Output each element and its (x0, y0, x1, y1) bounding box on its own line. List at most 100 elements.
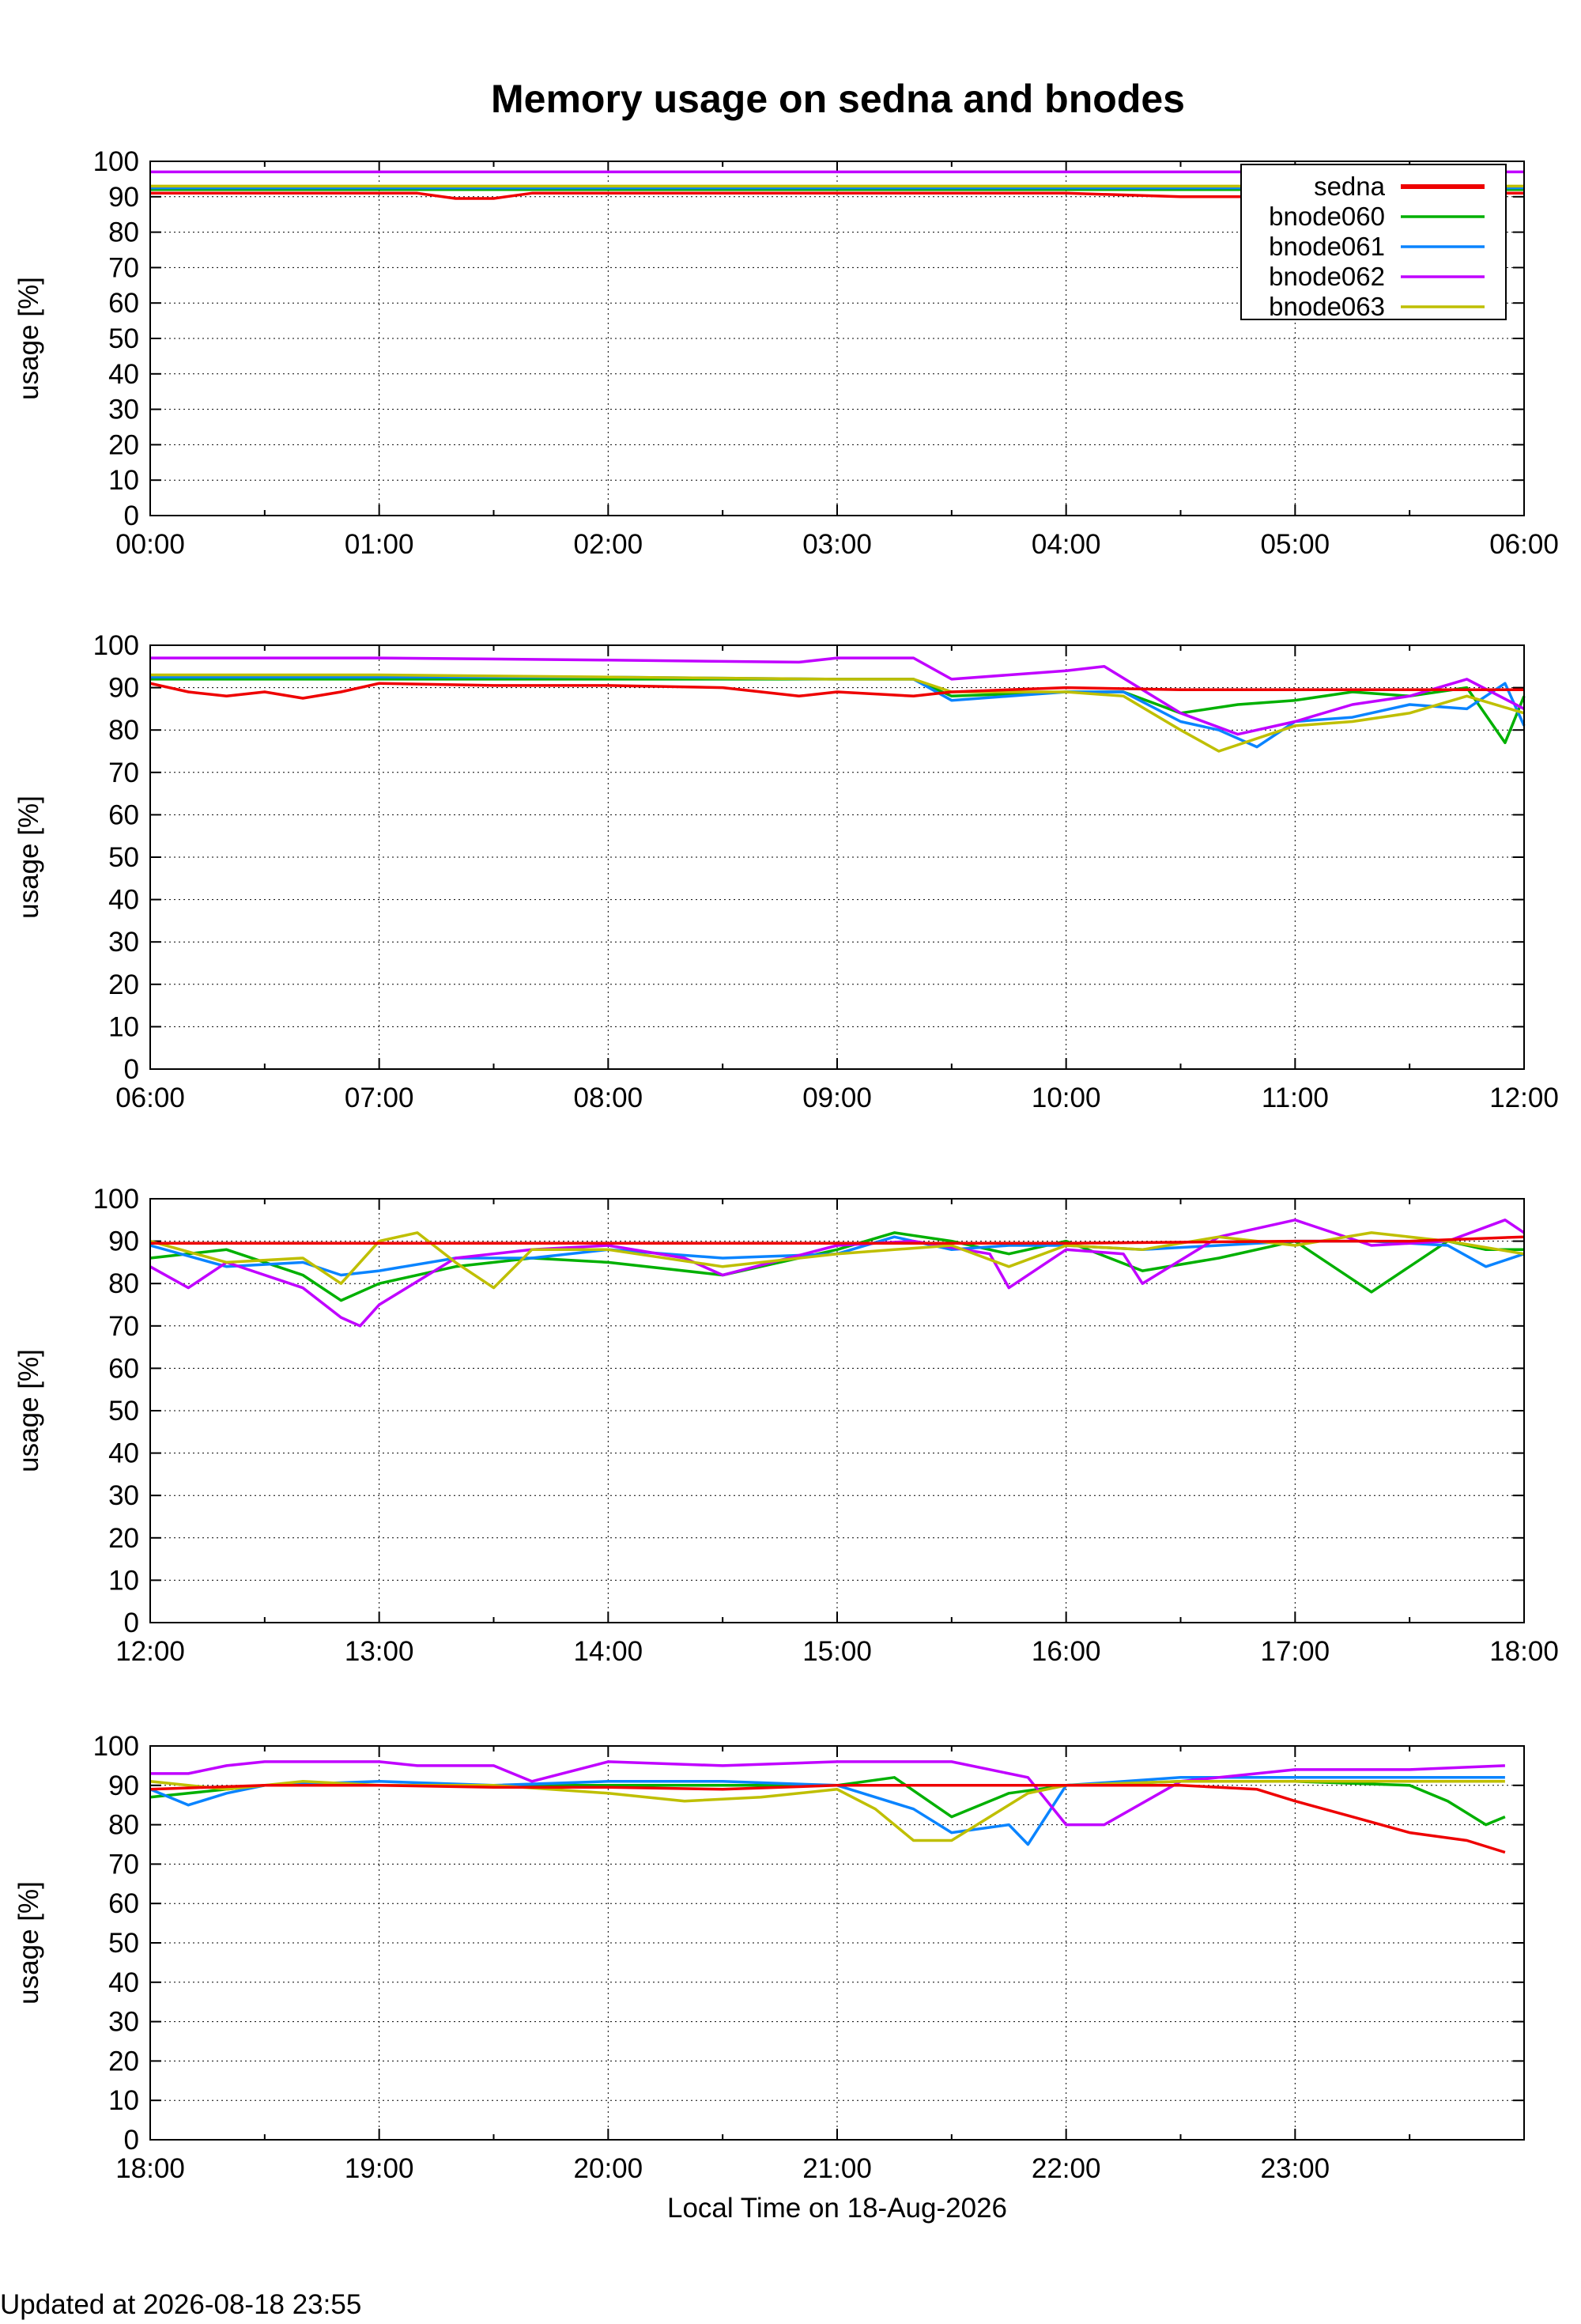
x-tick-label: 22:00 (1032, 2153, 1101, 2184)
y-tick-label: 20 (108, 429, 139, 460)
x-tick-label: 08:00 (574, 1083, 643, 1113)
y-tick-label: 0 (124, 1608, 139, 1638)
series-line-bnode063 (150, 673, 1525, 753)
x-tick-label: 23:00 (1261, 2153, 1330, 2184)
y-tick-label: 60 (108, 288, 139, 319)
series-line-sedna (149, 1784, 1506, 1854)
y-tick-label: 30 (108, 927, 139, 958)
x-tick-label: 12:00 (115, 1636, 185, 1667)
x-tick-label: 00:00 (115, 529, 185, 560)
y-tick-label: 60 (108, 1888, 139, 1919)
y-tick-label: 80 (108, 1268, 139, 1299)
legend-label-sedna: sedna (1314, 172, 1386, 201)
chart-title: Memory usage on sedna and bnodes (491, 77, 1185, 121)
y-tick-label: 70 (108, 1849, 139, 1880)
y-tick-label: 10 (108, 1565, 139, 1596)
y-tick-label: 30 (108, 395, 139, 425)
plot-frame (149, 1198, 1525, 1623)
y-tick-label: 40 (108, 359, 139, 390)
plot-frame (149, 1745, 1525, 2141)
y-tick-label: 50 (108, 323, 139, 354)
x-tick-label: 01:00 (345, 529, 414, 560)
y-tick-label: 70 (108, 758, 139, 788)
x-tick-label: 12:00 (1489, 1083, 1559, 1113)
legend-label-bnode063: bnode063 (1269, 292, 1385, 321)
y-tick-label: 50 (108, 842, 139, 873)
x-tick-label: 04:00 (1032, 529, 1101, 560)
x-tick-label: 11:00 (1262, 1083, 1329, 1113)
x-tick-label: 16:00 (1032, 1636, 1101, 1667)
y-tick-label: 10 (108, 1011, 139, 1042)
y-tick-label: 100 (93, 630, 139, 661)
x-tick-label: 17:00 (1261, 1636, 1330, 1667)
y-tick-label: 20 (108, 969, 139, 1000)
series-line-bnode060 (149, 1231, 1524, 1302)
x-tick-label: 02:00 (574, 529, 643, 560)
y-tick-label: 100 (93, 1184, 139, 1215)
y-tick-label: 70 (108, 1311, 139, 1342)
y-tick-label: 80 (108, 217, 139, 248)
y-tick-label: 30 (108, 2007, 139, 2038)
y-tick-label: 60 (108, 799, 139, 830)
y-tick-label: 0 (124, 1054, 139, 1085)
y-tick-label: 100 (93, 146, 139, 177)
series-line-bnode062 (150, 1760, 1505, 1827)
x-axis-label: Local Time on 18-Aug-2026 (667, 2193, 1007, 2224)
y-tick-label: 80 (108, 715, 139, 746)
x-tick-label: 20:00 (574, 2153, 643, 2184)
y-tick-label: 50 (108, 1396, 139, 1427)
y-tick-label: 0 (124, 2125, 139, 2156)
series-line-bnode062 (149, 1219, 1525, 1328)
series-line-bnode063 (149, 1780, 1505, 1842)
y-tick-label: 50 (108, 1928, 139, 1959)
x-tick-label: 18:00 (1489, 1636, 1559, 1667)
x-tick-label: 14:00 (574, 1636, 643, 1667)
footer-updated: Updated at 2026-08-18 23:55 (0, 2289, 361, 2320)
y-axis-label: usage [%] (13, 795, 44, 919)
y-tick-label: 100 (93, 1731, 139, 1762)
y-tick-label: 60 (108, 1353, 139, 1384)
x-tick-label: 15:00 (802, 1636, 872, 1667)
x-tick-label: 18:00 (115, 2153, 185, 2184)
y-tick-label: 90 (108, 1770, 139, 1801)
plot-frame (149, 161, 1525, 516)
series-line-bnode061 (149, 1776, 1505, 1846)
x-tick-label: 06:00 (1489, 529, 1559, 560)
x-tick-label: 21:00 (802, 2153, 872, 2184)
y-tick-label: 80 (108, 1810, 139, 1841)
y-tick-label: 40 (108, 1438, 139, 1469)
y-tick-label: 90 (108, 1226, 139, 1257)
y-tick-label: 90 (108, 182, 139, 213)
y-tick-label: 0 (124, 501, 139, 531)
y-tick-label: 20 (108, 2046, 139, 2076)
plot-frame (149, 644, 1525, 1070)
x-tick-label: 19:00 (345, 2153, 414, 2184)
y-axis-label: usage [%] (13, 1349, 44, 1472)
panel-3: 0 10 20 30 40 50 60 70 80 90 100 12:00 13:00 14:00 15:… (13, 1184, 1559, 1667)
y-axis-label: usage [%] (13, 1881, 44, 2005)
legend-label-bnode061: bnode061 (1269, 232, 1385, 261)
y-tick-label: 20 (108, 1523, 139, 1554)
x-tick-label: 13:00 (345, 1636, 414, 1667)
legend-label-bnode060: bnode060 (1269, 202, 1385, 231)
y-tick-label: 40 (108, 885, 139, 916)
y-tick-label: 30 (108, 1480, 139, 1511)
x-tick-label: 07:00 (345, 1083, 414, 1113)
x-tick-label: 03:00 (802, 529, 872, 560)
legend-label-bnode062: bnode062 (1269, 262, 1385, 291)
series-line-sedna (149, 682, 1524, 700)
y-axis-label: usage [%] (13, 277, 44, 400)
panel-4: 0 10 20 30 40 50 60 70 80 90 100 18:00 19:00 20:00 21:… (13, 1731, 1525, 2224)
y-tick-label: 40 (108, 1967, 139, 1998)
y-tick-label: 90 (108, 673, 139, 704)
x-tick-label: 05:00 (1261, 529, 1330, 560)
y-tick-label: 70 (108, 252, 139, 283)
x-tick-label: 06:00 (115, 1083, 185, 1113)
series-line-bnode062 (150, 656, 1525, 736)
legend-box (1240, 164, 1507, 320)
x-tick-label: 10:00 (1032, 1083, 1101, 1113)
